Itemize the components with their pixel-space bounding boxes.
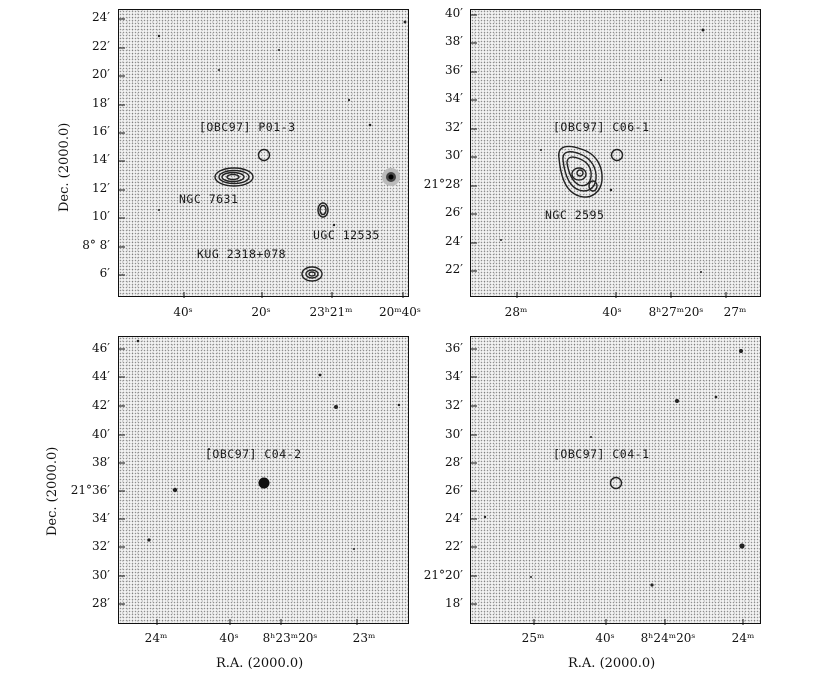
label-target-p01-3: [OBC97] P01-3 bbox=[199, 120, 296, 134]
target-circle bbox=[257, 148, 271, 162]
p3-dec-tick: 44′ bbox=[92, 369, 110, 383]
p4-dec-tick: 36′ bbox=[445, 341, 463, 355]
finding-chart-p01-3: [OBC97] P01-3 NGC 7631 UGC 12535 KUG 231… bbox=[118, 9, 409, 298]
p2-dec-tick: 26′ bbox=[445, 205, 463, 219]
p4-dec-tick: 21°20′ bbox=[423, 568, 463, 582]
p1-dec-tick: 10′ bbox=[92, 209, 110, 223]
label-target-c04-1: [OBC97] C04-1 bbox=[553, 447, 650, 461]
p2-dec-tick: 40′ bbox=[445, 6, 463, 20]
label-target-c06-1: [OBC97] C06-1 bbox=[553, 120, 650, 134]
p2-dec-tick: 21°28′ bbox=[423, 177, 463, 191]
p1-dec-tick: 14′ bbox=[92, 152, 110, 166]
p4-ra-tick: 24ᵐ bbox=[731, 631, 755, 645]
label-ngc2595: NGC 2595 bbox=[545, 208, 605, 222]
p2-dec-tick: 22′ bbox=[445, 262, 463, 276]
p3-ra-tick: 24ᵐ bbox=[144, 631, 168, 645]
p3-dec-tick: 38′ bbox=[92, 455, 110, 469]
p4-dec-tick: 24′ bbox=[445, 511, 463, 525]
p1-dec-tick: 16′ bbox=[92, 124, 110, 138]
p2-dec-tick: 24′ bbox=[445, 234, 463, 248]
ngc2595-contours bbox=[558, 145, 603, 198]
p1-dec-tick: 18′ bbox=[92, 96, 110, 110]
target-circle bbox=[610, 148, 624, 162]
p2-ra-tick: 28ᵐ bbox=[504, 305, 528, 319]
kug2318-contours bbox=[301, 266, 323, 282]
p4-dec-tick: 30′ bbox=[445, 427, 463, 441]
ngc7631-contours bbox=[214, 167, 254, 187]
p3-dec-tick: 28′ bbox=[92, 596, 110, 610]
finding-chart-c06-1: [OBC97] C06-1 NGC 2595 bbox=[470, 9, 761, 298]
p3-dec-tick: 40′ bbox=[92, 427, 110, 441]
target-circle bbox=[609, 476, 623, 490]
dec-axis-title-bottom: Dec. (2000.0) bbox=[45, 446, 60, 536]
p2-dec-tick: 32′ bbox=[445, 120, 463, 134]
p1-ra-tick: 20ᵐ40ˢ bbox=[379, 305, 421, 319]
p2-dec-tick: 30′ bbox=[445, 148, 463, 162]
p4-dec-tick: 28′ bbox=[445, 455, 463, 469]
p3-sources bbox=[119, 339, 401, 625]
p1-ra-tick: 20ˢ bbox=[251, 305, 271, 319]
p1-dec-tick: 20′ bbox=[92, 67, 110, 81]
bright-star bbox=[382, 168, 400, 186]
p3-dec-tick: 46′ bbox=[92, 341, 110, 355]
p2-dec-tick: 34′ bbox=[445, 91, 463, 105]
ra-axis-title-right: R.A. (2000.0) bbox=[568, 656, 656, 671]
p2-sources bbox=[471, 14, 727, 298]
label-ngc7631: NGC 7631 bbox=[179, 192, 239, 206]
finding-chart-c04-1: [OBC97] C04-1 bbox=[470, 336, 761, 625]
p2-ra-tick: 40ˢ bbox=[602, 305, 622, 319]
p1-ra-tick: 23ʰ21ᵐ bbox=[309, 305, 353, 319]
label-ugc12535: UGC 12535 bbox=[313, 228, 380, 242]
ugc12535-contours bbox=[317, 202, 329, 218]
p2-ra-tick: 8ʰ27ᵐ20ˢ bbox=[648, 305, 704, 319]
p3-dec-tick: 30′ bbox=[92, 568, 110, 582]
p2-dec-tick: 38′ bbox=[445, 34, 463, 48]
label-target-c04-2: [OBC97] C04-2 bbox=[205, 447, 302, 461]
p4-sources bbox=[471, 348, 745, 625]
finding-chart-c04-2: [OBC97] C04-2 bbox=[118, 336, 409, 625]
p1-sources bbox=[119, 18, 407, 298]
dec-axis-title-top: Dec. (2000.0) bbox=[57, 122, 72, 212]
p1-dec-tick: 6′ bbox=[99, 266, 110, 280]
p4-dec-tick: 34′ bbox=[445, 369, 463, 383]
p3-ra-tick: 8ʰ23ᵐ20ˢ bbox=[262, 631, 318, 645]
p4-ra-tick: 25ᵐ bbox=[521, 631, 545, 645]
p3-ra-tick: 23ᵐ bbox=[352, 631, 376, 645]
p1-dec-tick: 22′ bbox=[92, 39, 110, 53]
p1-ra-tick: 40ˢ bbox=[173, 305, 193, 319]
p4-ra-tick: 8ʰ24ᵐ20ˢ bbox=[640, 631, 696, 645]
p4-dec-tick: 22′ bbox=[445, 539, 463, 553]
target-source bbox=[258, 477, 270, 489]
p2-ra-tick: 27ᵐ bbox=[723, 305, 747, 319]
p4-dec-tick: 26′ bbox=[445, 483, 463, 497]
p4-dec-tick: 18′ bbox=[445, 596, 463, 610]
label-kug2318: KUG 2318+078 bbox=[197, 247, 287, 261]
p3-dec-tick: 34′ bbox=[92, 511, 110, 525]
p3-dec-tick: 42′ bbox=[92, 398, 110, 412]
p3-dec-tick: 21°36′ bbox=[70, 483, 110, 497]
p1-dec-tick: 8° 8′ bbox=[82, 238, 110, 252]
p1-dec-tick: 12′ bbox=[92, 181, 110, 195]
p1-dec-tick: 24′ bbox=[92, 10, 110, 24]
p4-ra-tick: 40ˢ bbox=[595, 631, 615, 645]
p4-dec-tick: 32′ bbox=[445, 398, 463, 412]
p2-dec-tick: 36′ bbox=[445, 63, 463, 77]
ra-axis-title-left: R.A. (2000.0) bbox=[216, 656, 304, 671]
p3-ra-tick: 40ˢ bbox=[219, 631, 239, 645]
p3-dec-tick: 32′ bbox=[92, 539, 110, 553]
